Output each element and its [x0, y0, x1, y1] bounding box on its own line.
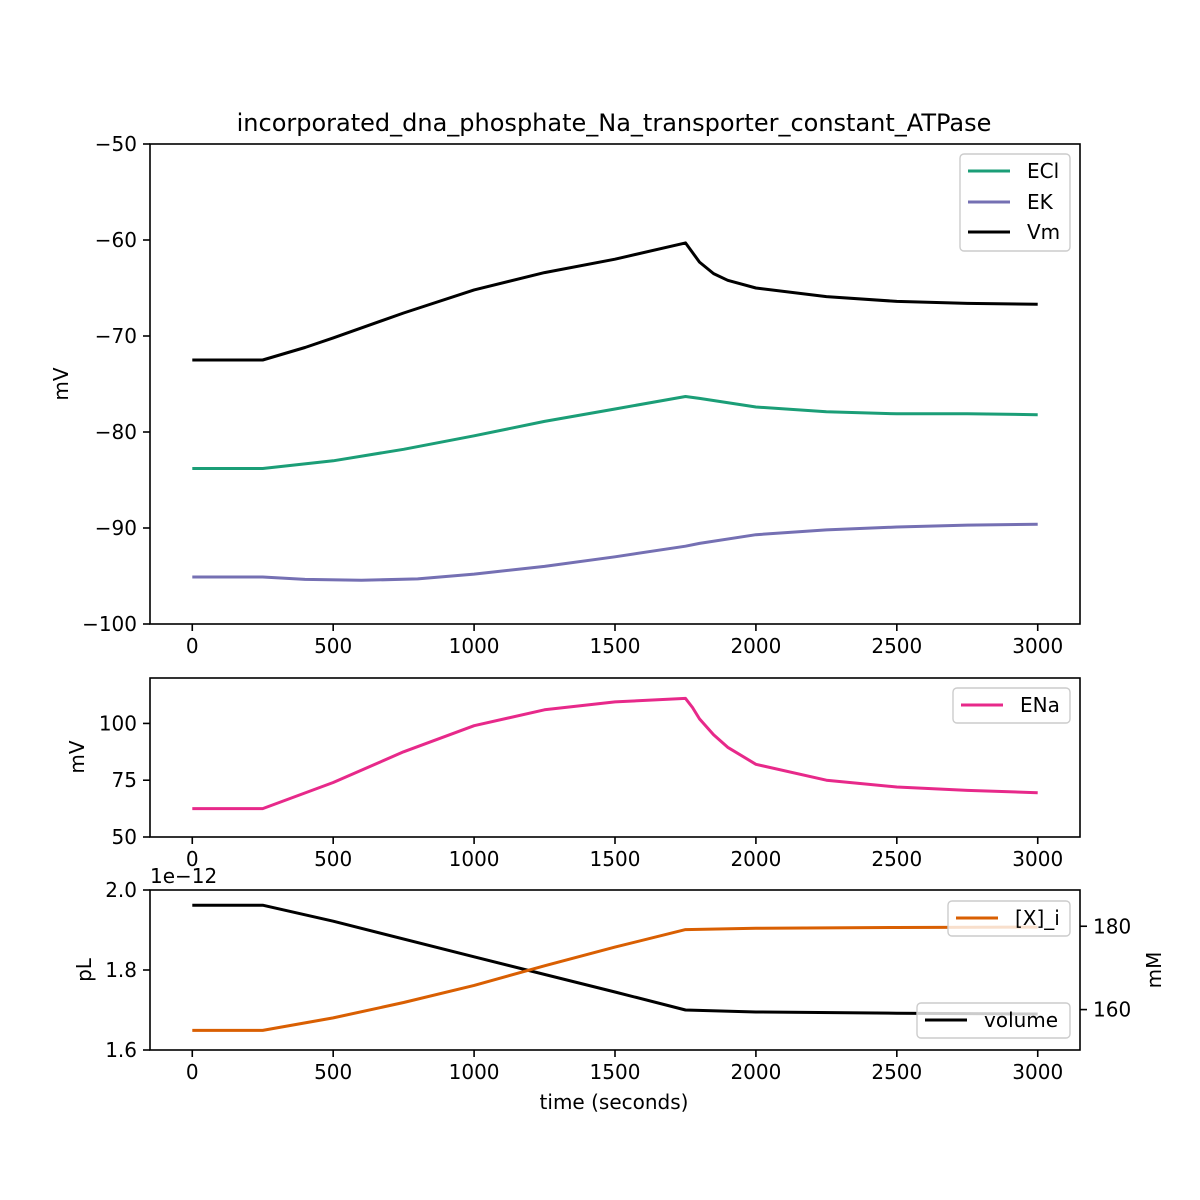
- x-tick-label: 500: [314, 634, 352, 658]
- x-tick-label: 2000: [730, 1060, 781, 1084]
- y-axis-label: mV: [49, 367, 73, 400]
- plot-frame: [149, 143, 1081, 625]
- series-line-x-i: [192, 925, 1038, 1032]
- legend-box: [959, 153, 1071, 252]
- axis-ticks: 0 500 1000 1500 2000 2500 3000 1.6 1.8 2.0 160 180: [105, 878, 1131, 1084]
- x-tick-label: 3000: [1012, 1060, 1063, 1084]
- axis-ticks: 0 500 1000 1500 2000 2500 3000 −100 −90 −80 −70 −60…: [82, 132, 1063, 658]
- y-tick-label: 2.0: [105, 878, 137, 902]
- y2-axis-label: mM: [1142, 952, 1166, 989]
- x-tick-label: 500: [314, 1060, 352, 1084]
- x-tick-label: 2000: [730, 634, 781, 658]
- y-tick-label: −50: [95, 132, 137, 156]
- legend-label-ek: EK: [1027, 190, 1054, 214]
- y-tick-label: −80: [95, 420, 137, 444]
- sodium-potential-plot: mV 0 500 1000 1500 2000 2500 3000 50 75 100 ENa: [65, 677, 1081, 871]
- offset-text: 1e−12: [150, 864, 217, 888]
- y-tick-label: −100: [82, 612, 137, 636]
- x-tick-label: 1500: [590, 847, 641, 871]
- y2-tick-label: 180: [1093, 914, 1131, 938]
- legend-label-x-i: [X]_i: [1015, 906, 1060, 930]
- y-tick-label: 50: [112, 825, 137, 849]
- legend-box: [947, 900, 1071, 937]
- x-tick-label: 2000: [730, 847, 781, 871]
- x-tick-label: 1500: [590, 634, 641, 658]
- x-tick-label: 1000: [449, 634, 500, 658]
- y-tick-label: −60: [95, 228, 137, 252]
- y-tick-label: 1.6: [105, 1038, 137, 1062]
- legend-label-ena: ENa: [1020, 693, 1060, 717]
- plot-frame: [149, 889, 1081, 1051]
- x-tick-label: 0: [186, 634, 199, 658]
- reversal-potentials-plot: incorporated_dna_phosphate_Na_transporte…: [49, 109, 1081, 658]
- x-tick-label: 500: [314, 847, 352, 871]
- legend-concentration: [X]_i: [947, 900, 1071, 937]
- legend-box: [952, 687, 1071, 724]
- plot-frame: [149, 677, 1081, 838]
- series-line-vm: [192, 241, 1038, 362]
- series-line-ek: [192, 522, 1038, 582]
- series-line-ena: [192, 696, 1038, 811]
- y-tick-label: −90: [95, 516, 137, 540]
- y-tick-label: 100: [99, 711, 137, 735]
- y2-tick-label: 160: [1093, 998, 1131, 1022]
- x-tick-label: 2500: [871, 847, 922, 871]
- x-tick-label: 0: [186, 847, 199, 871]
- x-tick-label: 2500: [871, 634, 922, 658]
- axis-ticks: 0 500 1000 1500 2000 2500 3000 50 75 100: [99, 711, 1063, 871]
- legend: ENa: [952, 687, 1071, 724]
- x-tick-label: 3000: [1012, 847, 1063, 871]
- x-tick-label: 3000: [1012, 634, 1063, 658]
- series-line-ecl: [192, 395, 1038, 470]
- legend-label-volume: volume: [984, 1008, 1058, 1032]
- series-lines: [192, 241, 1038, 582]
- series-lines: [192, 696, 1038, 811]
- y-axis-label: mV: [65, 740, 89, 773]
- chart-title: incorporated_dna_phosphate_Na_transporte…: [237, 109, 992, 137]
- legend-volume: volume: [916, 1002, 1071, 1039]
- x-tick-label: 0: [186, 1060, 199, 1084]
- x-tick-label: 2500: [871, 1060, 922, 1084]
- y-axis-label: pL: [72, 957, 96, 982]
- legend-label-ecl: ECl: [1027, 159, 1059, 183]
- x-axis-label: time (seconds): [540, 1090, 689, 1114]
- x-tick-label: 1000: [449, 847, 500, 871]
- y-tick-label: −70: [95, 324, 137, 348]
- legend-box: [916, 1002, 1071, 1039]
- volume-concentration-plot: 1e−12 pL mM time (seconds) 0 500 1000 1500 2…: [72, 864, 1166, 1114]
- legend-label-vm: Vm: [1027, 220, 1060, 244]
- series-line-volume: [192, 903, 1038, 1016]
- series-lines: [192, 903, 1038, 1032]
- x-tick-label: 1000: [449, 1060, 500, 1084]
- y-tick-label: 75: [112, 768, 137, 792]
- y-tick-label: 1.8: [105, 958, 137, 982]
- x-tick-label: 1500: [590, 1060, 641, 1084]
- legend: ECl EK Vm: [959, 153, 1071, 252]
